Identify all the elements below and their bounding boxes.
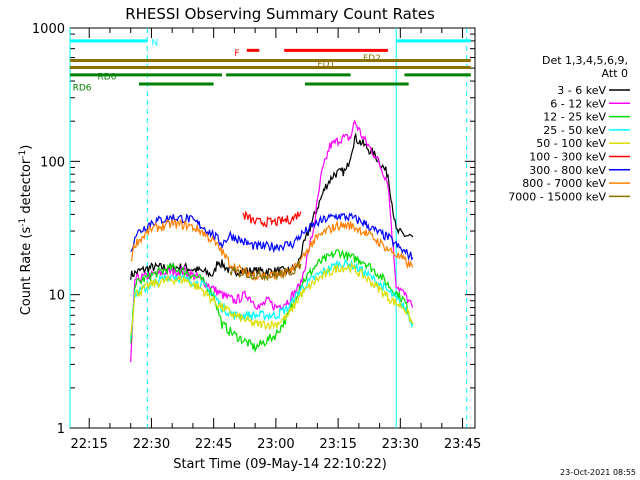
legend-header: Att 0 — [602, 67, 628, 80]
legend-label-100-300-kev: 100 - 300 keV — [529, 151, 606, 164]
x-tick-label: 22:45 — [195, 437, 232, 452]
x-tick-label: 23:45 — [444, 437, 481, 452]
flag-label-rd6: RD6 — [73, 84, 92, 94]
legend-label-800-7000-kev: 800 - 7000 keV — [522, 177, 606, 190]
y-tick-label: 10 — [48, 289, 65, 304]
x-tick-label: 22:15 — [70, 437, 107, 452]
flag-label-n: N — [151, 38, 158, 48]
legend-label-12-25-kev: 12 - 25 keV — [543, 111, 606, 124]
legend-label-50-100-kev: 50 - 100 keV — [536, 137, 606, 150]
x-tick-label: 23:30 — [382, 437, 419, 452]
flag-label-f: F — [234, 49, 239, 59]
series-line-50-100-kev — [130, 261, 414, 336]
x-axis-label: Start Time (09-May-14 22:10:22) — [173, 457, 387, 472]
series-line-12-25-kev — [130, 249, 414, 354]
legend-label-25-50-kev: 25 - 50 keV — [543, 124, 606, 137]
series-line-100-300-kev — [242, 210, 302, 228]
plot-frame — [69, 27, 476, 429]
y-axis-label: Count Rate (s-1 detector-1) — [18, 145, 34, 316]
series-line-6-12-kev — [130, 119, 414, 363]
x-tick-label: 23:00 — [257, 437, 294, 452]
flag-label-fd2: FD2 — [363, 54, 381, 64]
footer-date: 23-Oct-2021 08:55 — [560, 468, 636, 477]
y-tick-label: 1 — [57, 422, 65, 437]
plot-area: 1 10 100 1000 22:15 22:30 22:45 23:00 23:15 23:30… — [32, 22, 481, 452]
legend-label-6-12-kev: 6 - 12 keV — [550, 97, 606, 110]
legend-header: Det 1,3,4,5,6,9, — [542, 54, 628, 67]
legend-label-7000-15000-kev: 7000 - 15000 keV — [508, 190, 606, 203]
series-line-3-6-kev — [130, 132, 414, 280]
x-tick-label: 22:30 — [133, 437, 170, 452]
series-line-7000-15000-kev — [229, 260, 302, 282]
series-line-800-7000-kev — [130, 218, 414, 282]
legend-label-3-6-kev: 3 - 6 keV — [557, 84, 606, 97]
flag-label-fd1: FD1 — [317, 60, 335, 70]
y-tick-label: 100 — [40, 155, 65, 170]
y-tick-label: 1000 — [32, 22, 65, 37]
series-line-300-800-kev — [130, 212, 414, 261]
flag-label-rd0: RD0 — [98, 72, 117, 82]
legend-label-300-800-kev: 300 - 800 keV — [529, 164, 606, 177]
chart-title: RHESSI Observing Summary Count Rates — [125, 5, 435, 23]
x-tick-label: 23:15 — [319, 437, 356, 452]
